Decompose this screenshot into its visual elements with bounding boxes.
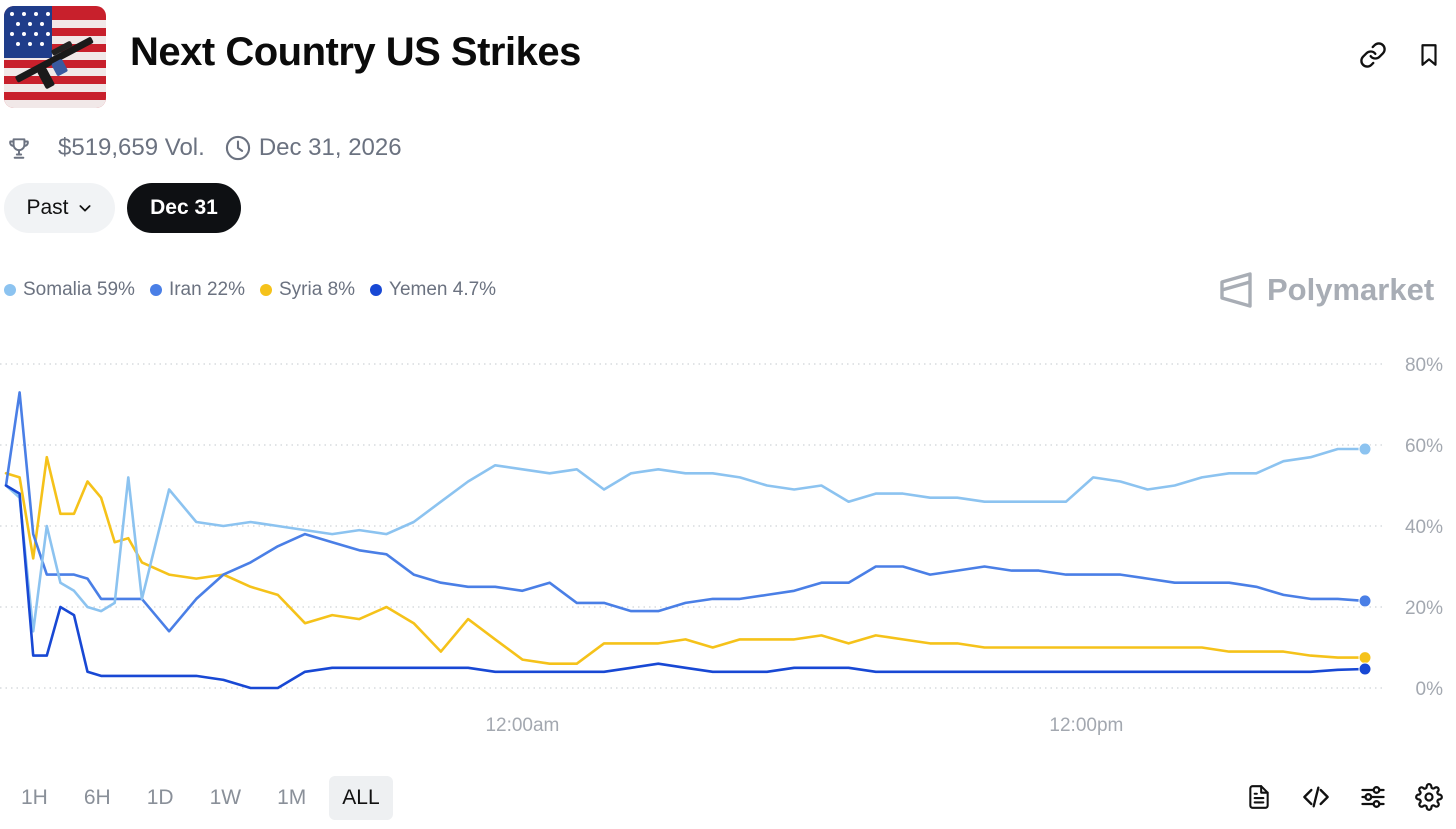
y-tick-label: 20% <box>1405 598 1443 619</box>
legend-item-somalia: Somalia 59% <box>4 279 135 301</box>
polymarket-logo: Polymarket <box>1217 268 1434 312</box>
series-line-syria <box>4 455 1367 665</box>
legend-label: Somalia 59% <box>23 279 135 300</box>
legend-item-syria: Syria 8% <box>260 279 355 301</box>
x-tick-label: 12:00pm <box>1049 715 1123 736</box>
past-label: Past <box>26 196 69 219</box>
end-point-syria <box>1358 651 1372 665</box>
y-tick-label: 60% <box>1405 436 1443 457</box>
date-option-dec-31[interactable]: Dec 31 <box>127 183 241 233</box>
legend-item-yemen: Yemen 4.7% <box>370 279 496 301</box>
end-point-somalia <box>1358 442 1372 456</box>
series-line-yemen <box>4 484 1367 690</box>
past-dropdown[interactable]: Past <box>4 183 115 233</box>
y-tick-label: 0% <box>1416 679 1444 700</box>
polymarket-logo-icon <box>1220 272 1252 308</box>
range-1m[interactable]: 1M <box>277 786 307 809</box>
range-1h[interactable]: 1H <box>21 786 48 809</box>
range-6h[interactable]: 6H <box>83 786 111 809</box>
clock-icon <box>223 133 253 163</box>
legend-dot <box>4 284 16 296</box>
range-1d[interactable]: 1D <box>146 786 174 809</box>
range-all[interactable]: ALL <box>329 776 393 820</box>
link-icon[interactable] <box>1356 38 1390 72</box>
legend-dot <box>149 284 162 296</box>
brand-name: Polymarket <box>1267 272 1435 307</box>
market-meta: $519,659 Vol. Dec 31, 2026 <box>4 128 402 168</box>
market-thumbnail <box>4 6 106 108</box>
y-tick-label: 40% <box>1405 517 1443 538</box>
chart-legend: Somalia 59% Iran 22% Syria 8% Yemen 4.7% <box>4 276 511 304</box>
us-flag-with-rifle-image <box>4 6 106 108</box>
chevron-down-icon <box>78 205 91 212</box>
trophy-icon <box>4 133 34 163</box>
sliders-icon[interactable] <box>1356 780 1390 814</box>
legend-label: Yemen 4.7% <box>389 279 497 300</box>
x-tick-label: 12:00am <box>485 715 559 736</box>
gear-icon[interactable] <box>1412 780 1446 814</box>
legend-dot <box>260 284 272 296</box>
bookmark-icon[interactable] <box>1412 38 1446 72</box>
series-line-somalia <box>4 447 1367 633</box>
end-point-yemen <box>1358 662 1372 676</box>
range-1w[interactable]: 1W <box>209 786 242 809</box>
y-tick-label: 80% <box>1405 355 1443 376</box>
legend-dot <box>370 284 383 296</box>
end-date-text: Dec 31, 2026 <box>258 134 402 161</box>
document-icon[interactable] <box>1242 780 1276 814</box>
page-title: Next Country US Strikes <box>130 30 581 74</box>
legend-label: Syria 8% <box>279 279 356 300</box>
end-point-iran <box>1358 594 1372 608</box>
price-history-chart: 0% 20% 40% 60% 80% 12:00am 12:00pm <box>0 355 1444 736</box>
series-line-iran <box>4 391 1367 633</box>
legend-label: Iran 22% <box>168 279 245 300</box>
code-icon[interactable] <box>1299 780 1333 814</box>
legend-item-iran: Iran 22% <box>149 279 245 301</box>
volume-text: $519,659 Vol. <box>58 134 205 161</box>
time-range-selector: 1H 6H 1D 1W 1M ALL <box>8 776 403 820</box>
